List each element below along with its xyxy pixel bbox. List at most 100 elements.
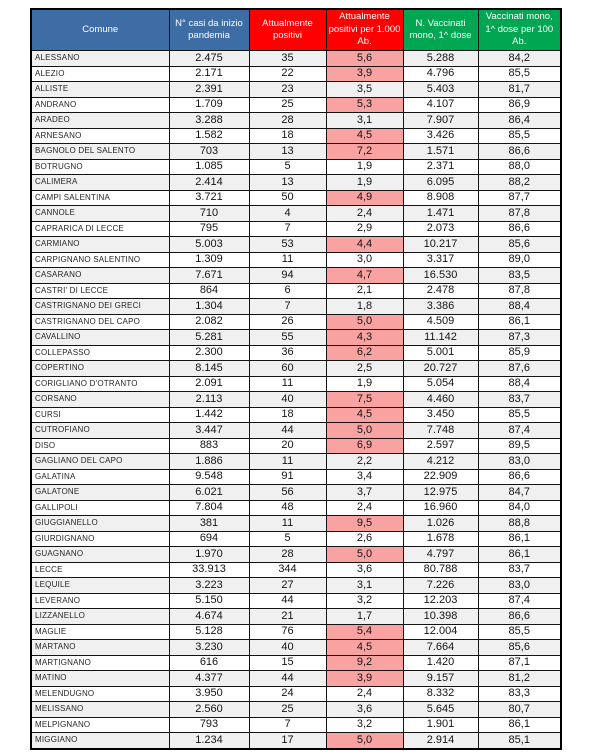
cell-casi: 793	[168, 716, 250, 733]
cell-per_1000: 5,3	[325, 96, 404, 113]
cell-comune: CAPRARICA DI LECCE	[30, 220, 170, 237]
table-row: CAMPI SALENTINA 3.721 50 4,9 8.908 87,7	[30, 189, 562, 206]
cell-per_1000: 9,2	[325, 654, 404, 671]
table-row: LECCE 33.913 344 3,6 80.788 83,7	[30, 561, 562, 578]
cell-per_100: 88,4	[477, 298, 562, 315]
table-row: MELISSANO 2.560 25 3,6 5.645 80,7	[30, 701, 562, 718]
cell-positivi: 24	[248, 685, 327, 702]
cell-per_100: 85,5	[477, 127, 562, 144]
cell-per_1000: 5,0	[325, 546, 404, 563]
cell-casi: 2.475	[168, 50, 250, 67]
cell-positivi: 23	[248, 81, 327, 98]
cell-per_1000: 4,4	[325, 236, 404, 253]
cell-casi: 2.171	[168, 65, 250, 82]
cell-casi: 6.021	[168, 484, 250, 501]
cell-vaccinati: 16.960	[402, 499, 479, 516]
cell-per_1000: 3,1	[325, 577, 404, 594]
cell-comune: LECCE	[30, 561, 170, 578]
cell-vaccinati: 1.901	[402, 716, 479, 733]
cell-per_100: 84,2	[477, 50, 562, 67]
cell-per_100: 86,6	[477, 608, 562, 625]
cell-comune: ALEZIO	[30, 65, 170, 82]
cell-comune: DISO	[30, 437, 170, 454]
cell-comune: CALIMERA	[30, 174, 170, 191]
cell-vaccinati: 2.371	[402, 158, 479, 175]
cell-per_100: 89,0	[477, 251, 562, 268]
table-row: MIGGIANO 1.234 17 5,0 2.914 85,1	[30, 732, 562, 749]
cell-positivi: 25	[248, 701, 327, 718]
column-header-per_1000: Attualmente positivi per 1.000 Ab.	[325, 8, 404, 51]
cell-per_100: 88,2	[477, 174, 562, 191]
cell-per_1000: 3,5	[325, 81, 404, 98]
cell-per_100: 85,6	[477, 236, 562, 253]
cell-per_100: 87,8	[477, 205, 562, 222]
cell-comune: GIURDIGNANO	[30, 530, 170, 547]
table-row: BOTRUGNO 1.085 5 1,9 2.371 88,0	[30, 158, 562, 175]
table-row: LEQUILE 3.223 27 3,1 7.226 83,0	[30, 577, 562, 594]
cell-positivi: 44	[248, 670, 327, 687]
cell-vaccinati: 4.107	[402, 96, 479, 113]
cell-per_100: 85,5	[477, 623, 562, 640]
cell-per_100: 88,4	[477, 375, 562, 392]
cell-casi: 4.674	[168, 608, 250, 625]
table-row: CASTRIGNANO DEL CAPO 2.082 26 5,0 4.509 86,1	[30, 313, 562, 330]
table-row: CALIMERA 2.414 13 1,9 6.095 88,2	[30, 174, 562, 191]
cell-vaccinati: 4.796	[402, 65, 479, 82]
cell-casi: 3.288	[168, 112, 250, 129]
cell-vaccinati: 1.026	[402, 515, 479, 532]
cell-comune: GALATINA	[30, 468, 170, 485]
table-row: ALESSANO 2.475 35 5,6 5.288 84,2	[30, 50, 562, 67]
table-row: ARNESANO 1.582 18 4,5 3.426 85,5	[30, 127, 562, 144]
cell-vaccinati: 7.907	[402, 112, 479, 129]
cell-vaccinati: 5.288	[402, 50, 479, 67]
cell-casi: 3.447	[168, 422, 250, 439]
cell-vaccinati: 1.420	[402, 654, 479, 671]
cell-vaccinati: 2.073	[402, 220, 479, 237]
cell-positivi: 76	[248, 623, 327, 640]
cell-casi: 3.230	[168, 639, 250, 656]
cell-per_1000: 7,5	[325, 391, 404, 408]
cell-positivi: 11	[248, 515, 327, 532]
cell-vaccinati: 3.317	[402, 251, 479, 268]
cell-casi: 1.309	[168, 251, 250, 268]
cell-casi: 3.223	[168, 577, 250, 594]
table-row: GALATONE 6.021 56 3,7 12.975 84,7	[30, 484, 562, 501]
cell-comune: CASTRIGNANO DEL CAPO	[30, 313, 170, 330]
cell-casi: 710	[168, 205, 250, 222]
cell-per_100: 87,1	[477, 654, 562, 671]
cell-vaccinati: 5.001	[402, 344, 479, 361]
cell-comune: MARTIGNANO	[30, 654, 170, 671]
table-body: ALESSANO 2.475 35 5,6 5.288 84,2 ALEZIO 2.171 22…	[30, 50, 562, 749]
cell-per_1000: 3,2	[325, 592, 404, 609]
cell-per_1000: 1,8	[325, 298, 404, 315]
cell-comune: CORSANO	[30, 391, 170, 408]
cell-casi: 5.281	[168, 329, 250, 346]
cell-per_1000: 4,5	[325, 639, 404, 656]
cell-per_1000: 7,2	[325, 143, 404, 160]
table-row: GIUGGIANELLO 381 11 9,5 1.026 88,8	[30, 515, 562, 532]
cell-per_1000: 2,6	[325, 530, 404, 547]
cell-per_100: 85,5	[477, 406, 562, 423]
cell-per_1000: 6,9	[325, 437, 404, 454]
cell-per_1000: 3,9	[325, 670, 404, 687]
table-row: CASARANO 7.671 94 4,7 16.530 83,5	[30, 267, 562, 284]
cell-vaccinati: 22.909	[402, 468, 479, 485]
cell-positivi: 11	[248, 375, 327, 392]
cell-vaccinati: 2.914	[402, 732, 479, 749]
cell-casi: 7.671	[168, 267, 250, 284]
header-row: Comune N° casi da inizio pandemia Attualme…	[30, 8, 562, 51]
cell-per_100: 89,5	[477, 437, 562, 454]
table-row: BAGNOLO DEL SALENTO 703 13 7,2 1.571 86,6	[30, 143, 562, 160]
cell-casi: 5.003	[168, 236, 250, 253]
cell-per_100: 87,4	[477, 592, 562, 609]
cell-casi: 5.150	[168, 592, 250, 609]
table-row: GAGLIANO DEL CAPO 1.886 11 2,2 4.212 83,0	[30, 453, 562, 470]
cell-casi: 2.300	[168, 344, 250, 361]
cell-per_100: 83,0	[477, 577, 562, 594]
cell-per_100: 86,6	[477, 468, 562, 485]
cell-per_1000: 5,0	[325, 732, 404, 749]
cell-per_1000: 3,7	[325, 484, 404, 501]
cell-positivi: 22	[248, 65, 327, 82]
table-row: MARTIGNANO 616 15 9,2 1.420 87,1	[30, 654, 562, 671]
